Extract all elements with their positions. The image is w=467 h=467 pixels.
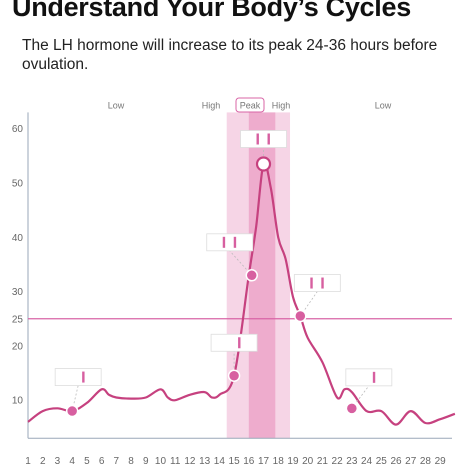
x-tick-label: 1 bbox=[25, 456, 31, 467]
test-line-mark bbox=[222, 236, 226, 248]
y-tick-label: 20 bbox=[12, 341, 24, 352]
x-tick-label: 28 bbox=[420, 456, 432, 467]
x-tick-label: 18 bbox=[273, 456, 285, 467]
y-tick-label: 30 bbox=[12, 287, 24, 298]
x-tick-label: 25 bbox=[376, 456, 388, 467]
test-strip-callout bbox=[210, 333, 258, 352]
page-title: Understand Your Body’s Cycles bbox=[12, 0, 411, 22]
x-tick-label: 23 bbox=[346, 456, 358, 467]
x-tick-label: 10 bbox=[155, 456, 167, 467]
x-tick-label: 14 bbox=[214, 456, 226, 467]
test-strip-callout bbox=[54, 368, 102, 386]
x-tick-label: 16 bbox=[243, 456, 255, 467]
test-line-mark bbox=[310, 277, 313, 289]
phase-label-low: Low bbox=[375, 101, 392, 111]
lh-curve bbox=[27, 161, 456, 426]
x-tick-label: 21 bbox=[317, 456, 329, 467]
x-tick-label: 27 bbox=[405, 456, 417, 467]
x-tick-label: 17 bbox=[258, 456, 270, 467]
x-tick-label: 3 bbox=[55, 456, 61, 467]
data-point-marker bbox=[294, 309, 307, 323]
x-tick-label: 15 bbox=[229, 456, 241, 467]
data-point-marker bbox=[245, 269, 258, 282]
y-tick-label: 40 bbox=[12, 233, 24, 244]
test-strip-callout bbox=[240, 130, 287, 148]
phase-label-high: High bbox=[202, 101, 221, 111]
x-tick-label: 13 bbox=[199, 456, 211, 467]
x-tick-label: 2 bbox=[40, 456, 46, 467]
peak-label-box bbox=[235, 97, 265, 113]
x-tick-label: 9 bbox=[143, 456, 149, 467]
test-line-mark bbox=[256, 133, 259, 145]
test-strip-box bbox=[240, 130, 287, 148]
test-strip-box bbox=[54, 368, 102, 386]
x-tick-label: 19 bbox=[287, 456, 299, 467]
x-tick-label: 4 bbox=[69, 456, 75, 467]
test-strip-callout bbox=[345, 368, 393, 387]
x-tick-label: 8 bbox=[128, 456, 134, 467]
control-line-mark bbox=[238, 337, 241, 349]
x-tick-label: 5 bbox=[84, 456, 90, 467]
control-line-mark bbox=[321, 277, 324, 289]
x-tick-label: 7 bbox=[114, 456, 120, 467]
test-strip-callout bbox=[206, 233, 254, 252]
page-subtitle: The LH hormone will increase to its peak… bbox=[22, 37, 438, 73]
data-point-marker bbox=[345, 402, 359, 415]
control-line-mark bbox=[267, 133, 270, 145]
phase-label-low: Low bbox=[108, 101, 125, 111]
phase-label-high: High bbox=[272, 101, 291, 111]
x-tick-label: 26 bbox=[390, 456, 402, 467]
x-tick-label: 22 bbox=[332, 456, 344, 467]
data-point-marker bbox=[65, 404, 79, 418]
phase-label-peak: Peak bbox=[240, 101, 261, 111]
test-strip-callout bbox=[293, 274, 341, 292]
test-strip-box bbox=[345, 368, 393, 387]
x-tick-label: 29 bbox=[435, 456, 447, 467]
x-tick-label: 11 bbox=[170, 456, 181, 467]
x-tick-label: 20 bbox=[302, 456, 314, 467]
control-line-mark bbox=[372, 371, 376, 383]
data-point-marker bbox=[227, 369, 241, 383]
x-tick-label: 24 bbox=[361, 456, 373, 467]
peak-ring-marker bbox=[255, 156, 272, 172]
test-strip-box bbox=[210, 333, 258, 352]
y-tick-label: 25 bbox=[12, 314, 24, 325]
y-tick-label: 50 bbox=[12, 179, 24, 190]
test-strip-box bbox=[293, 274, 341, 292]
control-line-mark bbox=[233, 236, 237, 248]
y-tick-label: 10 bbox=[12, 396, 24, 407]
x-tick-label: 6 bbox=[99, 456, 105, 467]
control-line-mark bbox=[82, 371, 85, 383]
y-tick-label: 60 bbox=[12, 124, 24, 135]
x-tick-label: 12 bbox=[184, 456, 196, 467]
test-strip-box bbox=[206, 233, 254, 252]
